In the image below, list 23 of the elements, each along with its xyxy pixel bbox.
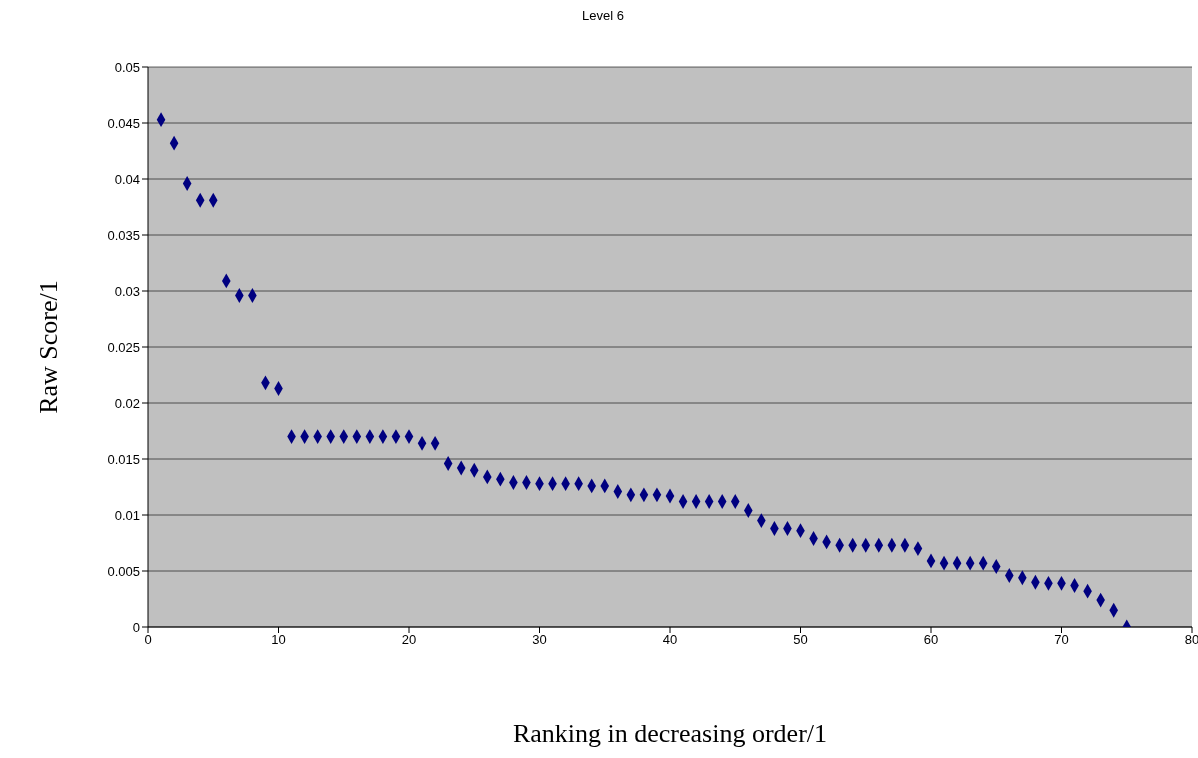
y-tick-label: 0.01 (114, 507, 140, 523)
y-tick-label: 0.035 (107, 227, 140, 243)
y-tick-label: 0.025 (107, 339, 140, 355)
y-tick-label: 0.03 (114, 283, 140, 299)
x-tick-label: 20 (401, 632, 417, 648)
y-tick-label: 0.05 (114, 59, 140, 75)
y-tick-label: 0.015 (107, 451, 140, 467)
x-tick-label: 10 (271, 632, 286, 648)
y-tick-label: 0.02 (114, 395, 140, 411)
x-tick-label: 40 (662, 632, 678, 648)
y-axis-title: Raw Score/1 (34, 280, 64, 414)
x-tick-label: 80 (1184, 632, 1198, 648)
x-tick-label: 70 (1054, 632, 1069, 648)
x-tick-label: 50 (793, 632, 808, 648)
y-tick-label: 0 (132, 619, 140, 635)
x-tick-label: 30 (532, 632, 547, 648)
y-tick-label: 0.005 (107, 563, 140, 579)
x-axis-title: Ranking in decreasing order/1 (512, 719, 828, 748)
y-tick-label: 0.04 (114, 171, 140, 187)
x-tick-label: 60 (923, 632, 939, 648)
x-tick-label: 0 (144, 632, 152, 648)
y-tick-label: 0.045 (107, 115, 140, 131)
chart-title: Level 6 (581, 8, 625, 23)
